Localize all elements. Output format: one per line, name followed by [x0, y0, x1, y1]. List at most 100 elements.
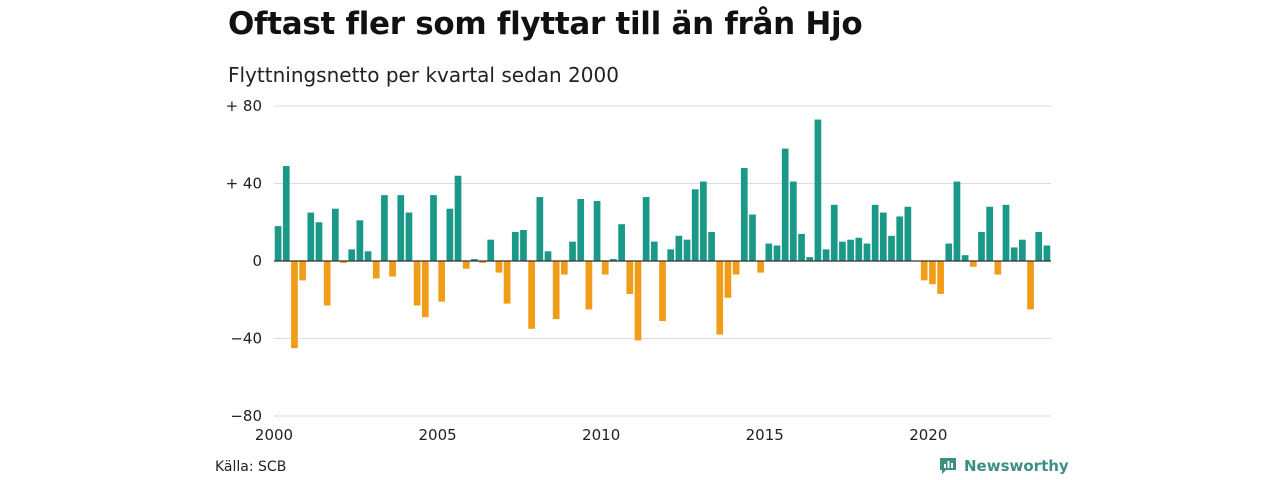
bar — [634, 261, 642, 341]
bar — [1043, 245, 1051, 261]
bar — [520, 230, 527, 261]
bar — [798, 233, 805, 262]
bar — [920, 261, 928, 281]
y-tick-label: + 40 — [226, 175, 262, 193]
bar — [569, 241, 576, 262]
bar — [528, 261, 535, 329]
bar — [830, 204, 838, 261]
bar — [961, 255, 969, 261]
bar — [855, 237, 863, 261]
bar — [879, 212, 887, 261]
gridlines — [274, 105, 1051, 417]
bar — [405, 212, 413, 261]
bar — [839, 241, 846, 262]
bar — [863, 243, 871, 261]
bar — [650, 241, 658, 262]
bar — [577, 199, 585, 261]
bar — [503, 261, 511, 304]
bar — [340, 261, 347, 263]
bar — [511, 231, 519, 261]
bar — [642, 197, 650, 261]
source-note: Källa: SCB — [215, 459, 287, 475]
x-tick-label: 2015 — [746, 426, 784, 444]
bar — [585, 261, 593, 310]
bar — [790, 181, 797, 261]
bar — [282, 166, 290, 261]
bar — [675, 235, 683, 261]
bar — [929, 261, 936, 285]
bar — [1035, 231, 1043, 261]
bar — [323, 261, 331, 306]
bar — [986, 206, 994, 261]
bar — [945, 243, 953, 261]
bar — [561, 261, 568, 275]
bar — [667, 249, 675, 262]
bar — [291, 261, 298, 349]
bar — [356, 220, 364, 261]
x-tick-label: 2000 — [255, 426, 293, 444]
bar — [969, 261, 977, 267]
bar — [847, 239, 854, 261]
bar — [552, 261, 560, 320]
bar — [536, 197, 544, 261]
bars — [274, 119, 1051, 349]
bar — [700, 181, 707, 261]
bar — [479, 261, 486, 263]
bar — [814, 119, 822, 261]
bar — [421, 261, 429, 318]
bar — [716, 261, 724, 335]
bar — [724, 261, 732, 298]
bar — [471, 259, 478, 261]
bar — [446, 208, 454, 261]
y-tick-label: 0 — [252, 252, 262, 270]
bar — [389, 261, 396, 277]
bar — [1019, 239, 1026, 261]
bar — [495, 261, 503, 273]
chart-subtitle: Flyttningsnetto per kvartal sedan 2000 — [228, 63, 619, 87]
bar — [454, 175, 462, 261]
bar — [372, 261, 380, 279]
bar — [593, 200, 601, 261]
bar — [937, 261, 944, 294]
bar — [1002, 204, 1010, 261]
bar — [871, 204, 879, 261]
bar — [749, 214, 756, 261]
bar — [544, 251, 552, 261]
bar — [364, 251, 372, 261]
newsworthy-logo: Newsworthy — [938, 456, 1069, 476]
y-tick-label: −40 — [230, 330, 262, 348]
bar — [953, 181, 961, 261]
x-axis-ticks: 2000 2005 2010 2015 2020 — [255, 426, 948, 444]
bar — [601, 261, 609, 275]
bar — [315, 222, 323, 261]
bar — [757, 261, 764, 273]
bar — [610, 259, 617, 261]
bar — [978, 231, 985, 261]
bar — [691, 189, 699, 261]
bar — [765, 243, 773, 261]
bar — [397, 195, 405, 262]
bar — [732, 261, 740, 275]
bar — [659, 261, 666, 322]
y-axis-ticks: + 80 + 40 0 −40 −80 — [226, 97, 262, 425]
bar — [462, 261, 470, 269]
bar — [626, 261, 634, 294]
bar — [413, 261, 421, 306]
bar — [994, 261, 1002, 275]
bar — [307, 212, 315, 261]
bar — [348, 249, 356, 262]
bar — [806, 257, 814, 262]
bar — [822, 249, 830, 262]
x-tick-label: 2020 — [909, 426, 947, 444]
bar — [683, 239, 691, 261]
bar — [1010, 247, 1018, 261]
brand-name: Newsworthy — [964, 457, 1069, 475]
bar — [904, 206, 912, 261]
bar — [740, 168, 748, 261]
x-tick-label: 2010 — [582, 426, 620, 444]
bar — [1027, 261, 1034, 310]
bar — [438, 261, 446, 302]
y-tick-label: + 80 — [226, 97, 262, 115]
bar — [430, 195, 437, 262]
